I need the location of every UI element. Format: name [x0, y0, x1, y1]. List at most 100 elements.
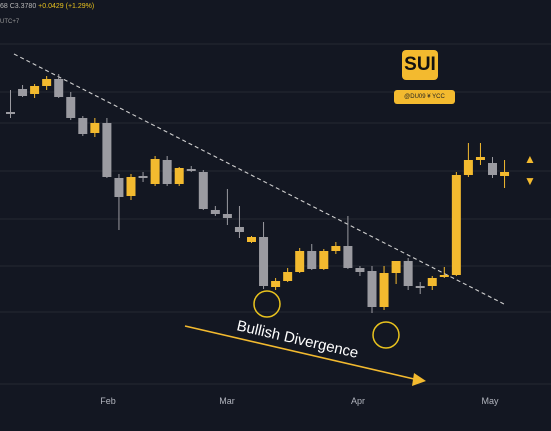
candle-body: [475, 157, 485, 160]
candle[interactable]: [42, 76, 52, 90]
candle-body: [439, 275, 449, 277]
x-tick-label: Mar: [219, 396, 235, 406]
candle-body: [162, 160, 172, 184]
x-tick-label: May: [481, 396, 499, 406]
descending-trendline: [13, 53, 505, 305]
candle[interactable]: [343, 216, 353, 269]
candle[interactable]: [102, 118, 112, 178]
candle-body: [343, 246, 353, 268]
candle-body: [78, 118, 88, 134]
candle-body: [174, 168, 184, 184]
candle-body: [500, 172, 510, 176]
bullish-divergence-label: Bullish Divergence: [235, 317, 360, 362]
candle-body: [403, 261, 413, 286]
candle-body: [222, 214, 232, 218]
candle[interactable]: [114, 174, 124, 230]
candle-body: [198, 172, 208, 209]
candle-body: [150, 159, 160, 184]
candle-body: [307, 251, 317, 269]
candle[interactable]: [295, 248, 305, 273]
candle[interactable]: [222, 189, 232, 225]
candle-body: [126, 177, 136, 196]
candle[interactable]: [427, 276, 437, 290]
candle[interactable]: [500, 160, 510, 188]
candle[interactable]: [415, 282, 425, 294]
candle[interactable]: [54, 74, 64, 98]
candle-body: [391, 261, 401, 273]
candle[interactable]: [403, 258, 413, 290]
candle[interactable]: [475, 143, 485, 165]
candle-body: [283, 272, 293, 281]
candle[interactable]: [319, 249, 329, 270]
candle-body: [271, 281, 281, 287]
candle[interactable]: [78, 116, 88, 136]
trend-layer: [13, 53, 505, 305]
candle-body: [463, 160, 473, 175]
candle[interactable]: [90, 118, 100, 137]
candle-body: [18, 89, 28, 96]
candle-body: [355, 268, 365, 272]
x-tick-label: Feb: [100, 396, 116, 406]
candle[interactable]: [307, 244, 317, 270]
candle[interactable]: [234, 206, 244, 238]
arrow-up-icon[interactable]: ▲: [524, 152, 536, 166]
candle[interactable]: [18, 85, 28, 97]
candle[interactable]: [174, 167, 184, 186]
sui-logo-badge: SUI: [402, 50, 438, 80]
candle[interactable]: [247, 236, 256, 243]
candle-body: [30, 86, 40, 94]
candle-body: [54, 79, 64, 97]
change-value: +0.0429 (+1.29%): [38, 3, 95, 10]
candle[interactable]: [198, 170, 208, 210]
close-value: C3.3780: [9, 3, 37, 10]
candle[interactable]: [488, 157, 497, 178]
candle-body: [488, 163, 497, 175]
candle-body: [451, 175, 461, 275]
divergence-circle-march: [253, 290, 281, 318]
candle-body: [42, 79, 52, 86]
candle[interactable]: [463, 143, 473, 177]
candle[interactable]: [150, 156, 160, 186]
divergence-arrow-shaft: [184, 325, 415, 380]
x-tick-label: Apr: [351, 396, 365, 406]
candle-body: [379, 273, 389, 307]
candle-body: [114, 178, 124, 197]
arrow-down-icon[interactable]: ▼: [524, 174, 536, 188]
candle[interactable]: [355, 266, 365, 276]
candle-body: [247, 237, 256, 242]
divergence-circle-april: [372, 321, 400, 349]
candle[interactable]: [126, 174, 136, 200]
ohlc-header: 68 C3.3780 +0.0429 (+1.29%): [0, 3, 94, 10]
candle[interactable]: [186, 166, 196, 172]
timezone-label: UTC+7: [0, 19, 20, 25]
candle[interactable]: [30, 84, 40, 98]
candle-body: [210, 210, 220, 214]
candle-body: [90, 123, 100, 133]
candle-body: [234, 227, 244, 232]
candle[interactable]: [138, 172, 148, 182]
candle-body: [331, 246, 341, 251]
x-axis: Feb Mar Apr May: [100, 396, 499, 406]
candle-body: [319, 251, 329, 269]
author-handle: @DU09 ¥ YCC: [394, 90, 455, 104]
candle[interactable]: [66, 92, 76, 120]
candle[interactable]: [271, 278, 281, 290]
candle[interactable]: [391, 261, 401, 284]
candle-body: [259, 237, 269, 286]
candle[interactable]: [6, 90, 15, 118]
candle-body: [367, 271, 377, 307]
candle[interactable]: [367, 266, 377, 313]
candle[interactable]: [259, 222, 269, 289]
candle-body: [427, 278, 437, 286]
candle-body: [186, 169, 196, 171]
candle[interactable]: [451, 172, 461, 276]
candle[interactable]: [331, 242, 341, 254]
annotation-layer: Bullish Divergence: [184, 290, 426, 386]
candle[interactable]: [439, 267, 449, 278]
candle[interactable]: [283, 268, 293, 282]
candle[interactable]: [210, 206, 220, 216]
candle[interactable]: [162, 156, 172, 186]
candle[interactable]: [379, 266, 389, 310]
